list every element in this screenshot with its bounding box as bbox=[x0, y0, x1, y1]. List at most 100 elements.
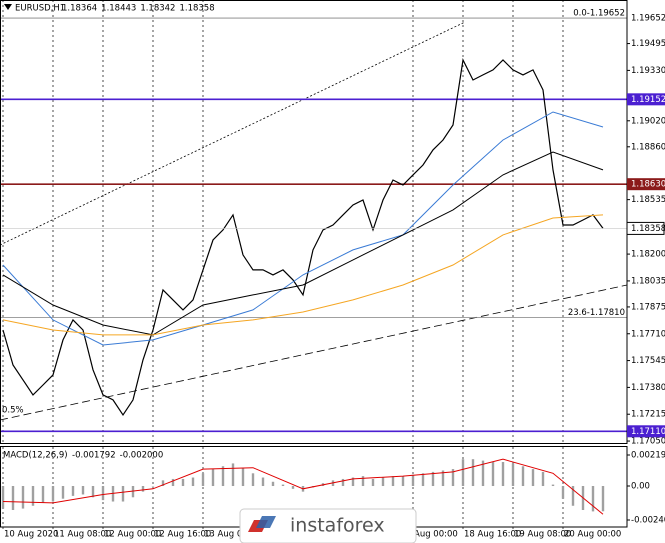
menu-icon[interactable] bbox=[4, 4, 12, 10]
y-tick-label: 1.18860 bbox=[631, 142, 665, 152]
x-tick-label: Aug 00:00 bbox=[414, 530, 458, 540]
y-tick-label: 0.002197 bbox=[631, 451, 665, 461]
histogram-bar bbox=[121, 486, 125, 502]
label-layer: 1.19495 1.19330 1.19020 1.18860 1.18535 1.182… bbox=[2, 4, 665, 540]
histogram-bar bbox=[491, 462, 495, 487]
histogram-bar bbox=[131, 486, 135, 498]
histogram-bar bbox=[141, 486, 145, 492]
ohlc-value: 1.18364 bbox=[62, 4, 97, 14]
histogram-bar bbox=[391, 476, 395, 487]
trend-line bbox=[0, 284, 628, 421]
symbol: EURUSD,H1 bbox=[15, 4, 65, 14]
x-tick-label: 13 Aug 08 bbox=[204, 530, 248, 540]
x-tick-label: 18 Aug 16:00 bbox=[464, 530, 521, 540]
histogram-bar bbox=[291, 486, 295, 489]
fib-label: 0.5% bbox=[2, 406, 24, 416]
y-tick-label: 1.19020 bbox=[631, 116, 665, 126]
histogram-bar bbox=[161, 480, 165, 487]
histogram-bar bbox=[371, 478, 375, 487]
histogram-bar bbox=[81, 486, 85, 495]
y-tick-label: 1.17215 bbox=[631, 410, 665, 420]
level-label: 1.19652 bbox=[631, 14, 665, 24]
ohlc-value: 1.18358 bbox=[179, 4, 214, 14]
histogram-bar bbox=[71, 486, 75, 496]
histogram-bar bbox=[441, 470, 445, 487]
x-tick-label: 12 Aug 16:00 bbox=[154, 530, 211, 540]
x-tick-label: 19 Aug 08:00 bbox=[514, 530, 571, 540]
price-line bbox=[2, 111, 604, 346]
histogram-bar bbox=[61, 486, 65, 499]
histogram-bar bbox=[21, 486, 25, 509]
indicator-title: MACD(12,26,9) bbox=[3, 451, 68, 461]
level-label: 1.17110 bbox=[631, 427, 665, 437]
histogram-bar bbox=[481, 460, 485, 487]
level-label: 1.18630 bbox=[631, 180, 665, 190]
level-badge bbox=[627, 178, 665, 191]
y-tick-label: 1.17710 bbox=[631, 329, 665, 339]
y-tick-label: 1.17875 bbox=[631, 302, 665, 312]
level-badge bbox=[627, 93, 665, 106]
histogram-bar bbox=[501, 462, 505, 487]
histogram-bar bbox=[431, 471, 435, 487]
logo-mark bbox=[256, 516, 276, 528]
histogram-bar bbox=[271, 481, 275, 487]
histogram-bar bbox=[511, 463, 515, 487]
signal-line bbox=[2, 458, 604, 515]
histogram-bar bbox=[451, 469, 455, 487]
y-tick-label: -0.002409 bbox=[631, 516, 665, 526]
histogram-bar bbox=[421, 473, 425, 487]
y-tick-label: 1.18200 bbox=[631, 250, 665, 260]
histogram-bar bbox=[181, 478, 185, 487]
histogram-bar bbox=[51, 486, 55, 502]
histogram-bar bbox=[221, 466, 225, 487]
histogram-bar bbox=[211, 469, 215, 487]
fib-label: 23.6-1.17810 bbox=[568, 308, 625, 318]
histogram-bar bbox=[551, 484, 555, 487]
x-tick-label: 11 Aug 08:00 bbox=[54, 530, 111, 540]
histogram-bar bbox=[561, 486, 565, 499]
level-label: 1.19152 bbox=[631, 95, 665, 105]
histogram-bar bbox=[171, 478, 175, 487]
watermark: instaforex bbox=[239, 508, 417, 543]
histogram-bar bbox=[241, 467, 245, 487]
histogram-bar bbox=[601, 486, 605, 512]
trend-line bbox=[0, 21, 466, 246]
histogram-bar bbox=[401, 476, 405, 487]
plot-layer bbox=[0, 17, 627, 515]
histogram-bar bbox=[411, 474, 415, 487]
histogram-bar bbox=[571, 486, 575, 506]
x-tick-label: 12 Aug 00:00 bbox=[104, 530, 161, 540]
x-tick-label: 20 Aug 00:00 bbox=[564, 530, 621, 540]
histogram-bar bbox=[461, 459, 465, 487]
price-line bbox=[2, 151, 604, 336]
y-tick-label: 1.18035 bbox=[631, 276, 665, 286]
y-tick-label: 1.17050 bbox=[631, 437, 665, 447]
current-price-badge bbox=[626, 221, 665, 235]
y-tick-label: 1.17380 bbox=[631, 383, 665, 393]
y-tick-label: 1.17545 bbox=[631, 356, 665, 366]
histogram-bar bbox=[261, 477, 265, 487]
price-line bbox=[2, 58, 604, 416]
histogram-bar bbox=[471, 459, 475, 487]
ohlc-value: 1.18443 bbox=[101, 4, 136, 14]
x-tick-label: 10 Aug 2020 bbox=[4, 530, 58, 540]
current-price-label: 1.18358 bbox=[631, 224, 665, 234]
watermark-text: instaforex bbox=[290, 515, 385, 537]
histogram-bar bbox=[231, 463, 235, 487]
histogram-bar bbox=[381, 477, 385, 487]
histogram-bar bbox=[191, 477, 195, 487]
histogram-bar bbox=[11, 486, 15, 510]
indicator-value: -0.001792 bbox=[72, 451, 116, 461]
y-tick-label: 1.19330 bbox=[631, 66, 665, 76]
price-line bbox=[2, 214, 604, 336]
y-tick-label: 0.00 bbox=[631, 482, 650, 492]
histogram-bar bbox=[251, 473, 255, 487]
histogram-bar bbox=[1, 486, 5, 509]
y-tick-label: 1.19495 bbox=[631, 39, 665, 49]
histogram-bar bbox=[151, 486, 155, 487]
indicator-value: -0.002000 bbox=[120, 451, 164, 461]
histogram-bar bbox=[201, 473, 205, 487]
histogram-bar bbox=[341, 478, 345, 487]
